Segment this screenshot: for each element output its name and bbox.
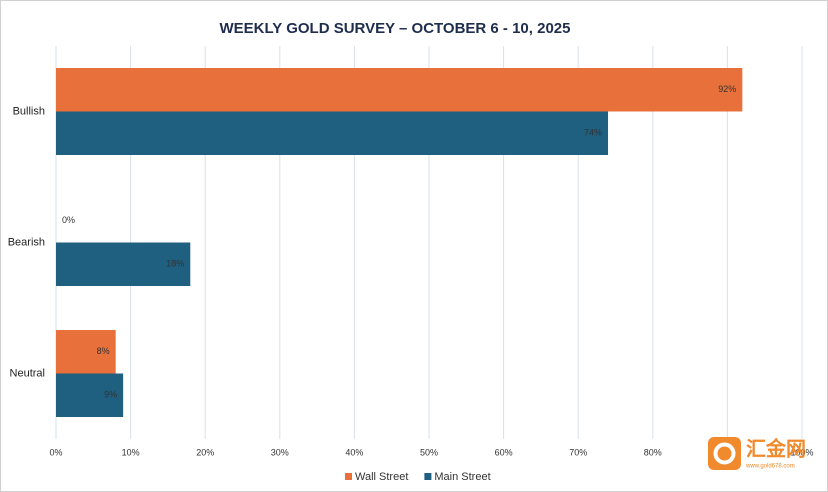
value-label: 0% — [62, 215, 75, 225]
bar — [56, 242, 191, 286]
watermark-url: www.gold678.com — [745, 464, 795, 470]
bar — [56, 111, 609, 155]
x-tick-label: 100% — [790, 447, 813, 457]
watermark: 汇金网 www.gold678.com — [708, 436, 806, 470]
legend-label: Wall Street — [355, 471, 408, 483]
value-label: 92% — [718, 84, 736, 94]
legend-label: Main Street — [434, 471, 490, 483]
bar — [56, 330, 116, 374]
x-tick-label: 10% — [122, 447, 140, 457]
x-tick-label: 30% — [271, 447, 289, 457]
watermark-name: 汇金网 — [746, 436, 806, 460]
x-tick-label: 40% — [345, 447, 363, 457]
bar — [56, 373, 124, 417]
value-label: 74% — [584, 128, 602, 138]
value-label: 9% — [104, 390, 117, 400]
y-tick-label: Bearish — [8, 236, 45, 248]
legend-swatch — [424, 473, 432, 480]
value-label: 8% — [97, 346, 110, 356]
x-tick-label: 80% — [644, 447, 662, 457]
x-tick-label: 60% — [495, 447, 513, 457]
watermark-icon — [708, 437, 741, 470]
chart-title: WEEKLY GOLD SURVEY – OCTOBER 6 - 10, 202… — [220, 20, 571, 37]
value-label: 18% — [166, 259, 184, 269]
y-tick-label: Neutral — [10, 367, 45, 379]
y-tick-label: Bullish — [13, 105, 45, 117]
bar — [56, 68, 743, 112]
x-tick-label: 70% — [569, 447, 587, 457]
x-tick-label: 0% — [49, 447, 62, 457]
x-tick-label: 50% — [420, 447, 438, 457]
legend-swatch — [345, 473, 352, 480]
watermark-icon-ring — [713, 442, 736, 465]
x-tick-label: 20% — [196, 447, 214, 457]
